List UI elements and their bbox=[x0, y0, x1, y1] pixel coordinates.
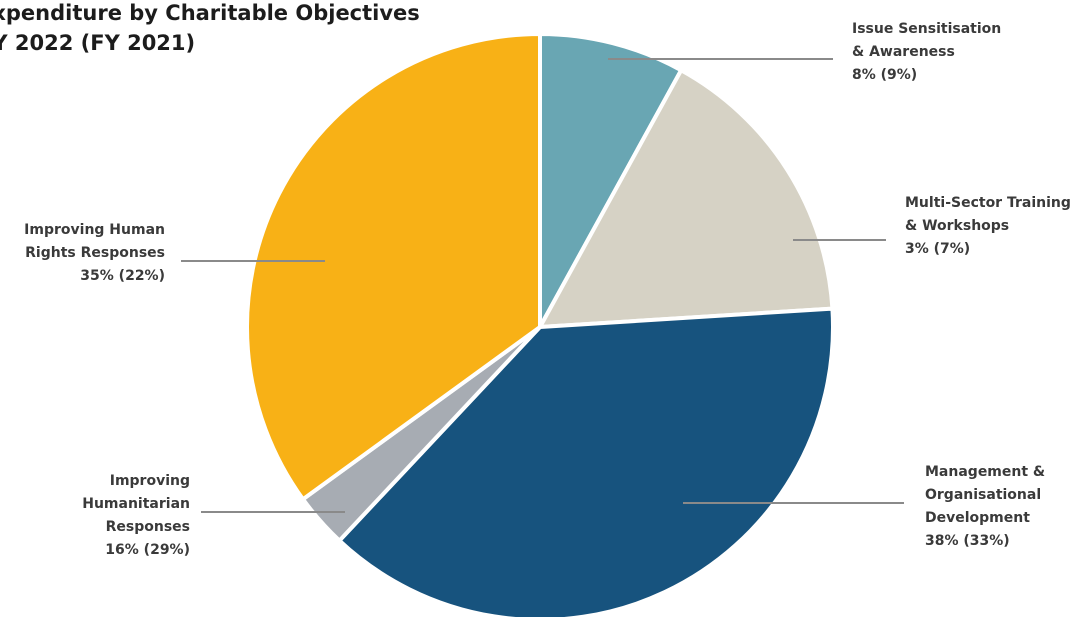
slice-label-4: Improving Humanitarian Responses 16% (29%) bbox=[82, 473, 190, 558]
slice-label-3-line-4: 38% (33%) bbox=[925, 533, 1010, 549]
chart-title: Expenditure by Charitable Objectives FY … bbox=[0, 0, 420, 58]
slice-label-2-line-2: & Workshops bbox=[905, 218, 1009, 234]
slice-label-3-line-1: Management & bbox=[925, 464, 1045, 480]
slice-label-2: Multi-Sector Training & Workshops 3% (7%) bbox=[905, 195, 1071, 257]
slice-label-2-line-3: 3% (7%) bbox=[905, 241, 970, 257]
slice-label-1: Issue Sensitisation & Awareness 8% (9%) bbox=[852, 21, 1001, 83]
slice-label-3-line-3: Development bbox=[925, 510, 1030, 526]
slice-label-3: Management & Organisational Development 38%… bbox=[925, 464, 1045, 549]
slice-label-1-line-2: & Awareness bbox=[852, 44, 955, 60]
leader-lines bbox=[181, 58, 904, 513]
chart-title-line-2: FY 2022 (FY 2021) bbox=[0, 31, 196, 55]
slice-label-5: Improving Human Rights Responses 35% (22%) bbox=[24, 222, 165, 284]
slice-label-1-line-1: Issue Sensitisation bbox=[852, 21, 1001, 37]
pie-slice-5 bbox=[245, 32, 542, 502]
slice-label-1-line-3: 8% (9%) bbox=[852, 67, 917, 83]
chart-title-line-1: Expenditure by Charitable Objectives bbox=[0, 1, 420, 25]
pie-slices bbox=[245, 32, 835, 617]
slice-label-4-line-1: Improving bbox=[110, 473, 190, 489]
slice-label-2-line-1: Multi-Sector Training bbox=[905, 195, 1071, 211]
slice-label-5-line-2: Rights Responses bbox=[25, 245, 165, 261]
slice-label-4-line-3: Responses bbox=[106, 519, 190, 535]
slice-label-3-line-2: Organisational bbox=[925, 487, 1041, 503]
pie-slice-2 bbox=[538, 68, 835, 329]
slice-label-5-line-3: 35% (22%) bbox=[80, 268, 165, 284]
pie-slice-1 bbox=[538, 32, 684, 329]
slice-label-4-line-2: Humanitarian bbox=[82, 496, 190, 512]
pie-slice-3 bbox=[337, 306, 835, 617]
slice-label-5-line-1: Improving Human bbox=[24, 222, 165, 238]
slice-label-4-line-4: 16% (29%) bbox=[105, 542, 190, 558]
slice-labels: Issue Sensitisation & Awareness 8% (9%) Mul… bbox=[24, 21, 1071, 558]
